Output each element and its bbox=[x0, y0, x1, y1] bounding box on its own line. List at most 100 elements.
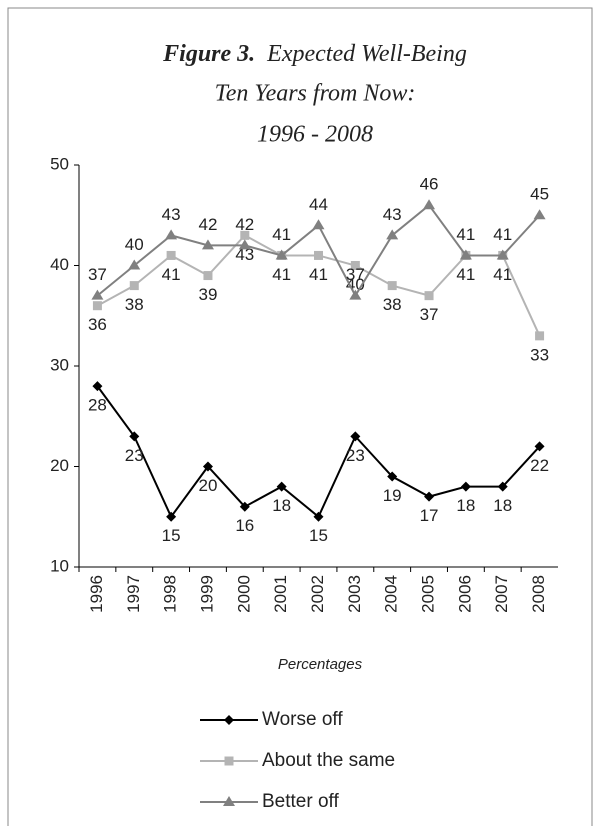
data-label: 40 bbox=[125, 235, 144, 254]
data-label: 15 bbox=[162, 526, 181, 545]
marker bbox=[92, 381, 103, 392]
marker bbox=[238, 239, 251, 250]
marker bbox=[424, 491, 435, 502]
series-line bbox=[96, 234, 541, 337]
x-tick-label: 2004 bbox=[382, 575, 401, 613]
data-label: 38 bbox=[125, 295, 144, 314]
data-label: 36 bbox=[88, 315, 107, 334]
marker bbox=[350, 261, 360, 270]
legend-marker bbox=[224, 756, 234, 766]
data-label: 46 bbox=[420, 175, 439, 194]
marker bbox=[201, 239, 214, 250]
marker bbox=[534, 441, 545, 452]
marker bbox=[165, 229, 178, 240]
marker bbox=[202, 461, 213, 472]
legend-marker bbox=[223, 796, 235, 806]
data-label: 33 bbox=[530, 345, 549, 364]
data-label: 15 bbox=[309, 526, 328, 545]
data-label: 41 bbox=[493, 265, 512, 284]
data-label: 42 bbox=[199, 215, 218, 234]
marker bbox=[276, 481, 287, 492]
data-label: 45 bbox=[530, 185, 549, 204]
marker bbox=[459, 249, 472, 260]
legend-label: About the same bbox=[262, 750, 395, 771]
marker bbox=[129, 431, 140, 442]
y-tick-label: 10 bbox=[50, 556, 69, 575]
data-label: 41 bbox=[493, 225, 512, 244]
marker bbox=[240, 230, 250, 240]
data-label: 44 bbox=[309, 195, 328, 214]
marker bbox=[92, 301, 102, 311]
marker bbox=[166, 511, 177, 522]
data-label: 43 bbox=[162, 205, 181, 224]
data-label: 41 bbox=[272, 265, 291, 284]
data-label: 18 bbox=[456, 496, 475, 515]
title-line: 1996 - 2008 bbox=[257, 122, 373, 148]
marker bbox=[424, 291, 434, 301]
data-label: 18 bbox=[272, 496, 291, 515]
marker bbox=[203, 271, 213, 281]
x-tick-label: 1999 bbox=[197, 575, 216, 613]
figure-label: Figure 3. bbox=[162, 41, 255, 67]
marker bbox=[313, 511, 324, 522]
marker bbox=[275, 249, 288, 260]
y-tick-label: 20 bbox=[50, 456, 69, 475]
marker bbox=[535, 331, 545, 341]
data-label: 41 bbox=[162, 265, 181, 284]
marker bbox=[533, 209, 546, 220]
x-tick-label: 1996 bbox=[87, 575, 106, 613]
marker bbox=[350, 431, 361, 442]
x-tick-label: 2002 bbox=[308, 575, 327, 613]
marker bbox=[496, 249, 509, 260]
x-tick-label: 2006 bbox=[455, 575, 474, 613]
x-tick-label: 2007 bbox=[492, 575, 511, 613]
data-label: 37 bbox=[88, 265, 107, 284]
marker bbox=[314, 250, 323, 260]
data-label: 38 bbox=[383, 295, 402, 314]
data-label: 22 bbox=[530, 456, 549, 475]
data-label: 42 bbox=[235, 215, 254, 234]
legend-label: Worse off bbox=[262, 709, 343, 730]
data-label: 16 bbox=[235, 516, 254, 535]
data-label: 41 bbox=[456, 265, 475, 284]
data-label: 23 bbox=[125, 446, 144, 465]
x-tick-label: 1997 bbox=[124, 575, 143, 613]
x-tick-label: 2008 bbox=[529, 575, 548, 613]
marker bbox=[128, 259, 141, 270]
data-label: 43 bbox=[235, 245, 254, 264]
legend-label: Better off bbox=[262, 791, 339, 812]
marker bbox=[239, 501, 250, 512]
marker bbox=[91, 289, 104, 300]
data-label: 43 bbox=[383, 205, 402, 224]
data-label: 39 bbox=[199, 285, 218, 304]
y-tick-label: 40 bbox=[50, 255, 69, 274]
x-tick-label: 2000 bbox=[234, 575, 253, 613]
title-line: Expected Well-Being bbox=[266, 41, 467, 67]
marker bbox=[387, 281, 397, 291]
x-tick-label: 2005 bbox=[419, 575, 438, 613]
x-tick-label: 2003 bbox=[345, 575, 364, 613]
legend-marker bbox=[224, 715, 234, 725]
data-label: 41 bbox=[272, 225, 291, 244]
data-label: 37 bbox=[420, 305, 439, 324]
marker bbox=[460, 481, 471, 492]
x-axis-label: Percentages bbox=[278, 656, 363, 673]
data-label: 17 bbox=[420, 506, 439, 525]
x-tick-label: 2001 bbox=[271, 575, 290, 613]
title-line: Ten Years from Now: bbox=[215, 81, 416, 107]
marker bbox=[387, 471, 398, 482]
x-tick-label: 1998 bbox=[161, 575, 180, 613]
data-label: 18 bbox=[493, 496, 512, 515]
data-label: 41 bbox=[309, 265, 328, 284]
marker bbox=[386, 229, 399, 240]
marker bbox=[423, 199, 436, 210]
y-tick-label: 50 bbox=[50, 154, 69, 173]
data-label: 19 bbox=[383, 486, 402, 505]
data-label: 23 bbox=[346, 446, 365, 465]
y-tick-label: 30 bbox=[50, 355, 69, 374]
marker bbox=[166, 250, 176, 260]
marker bbox=[312, 219, 325, 230]
marker bbox=[497, 481, 508, 492]
data-label: 28 bbox=[88, 396, 107, 415]
